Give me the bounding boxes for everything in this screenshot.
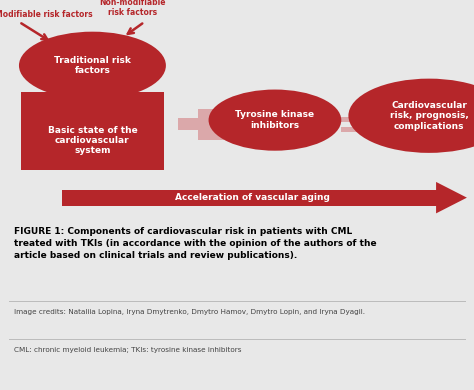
Text: Modifiable risk factors: Modifiable risk factors — [0, 10, 93, 19]
FancyBboxPatch shape — [341, 127, 379, 132]
Text: Cardiovascular
risk, prognosis,
complications: Cardiovascular risk, prognosis, complica… — [390, 101, 468, 131]
Text: Acceleration of vascular aging: Acceleration of vascular aging — [175, 193, 330, 202]
FancyBboxPatch shape — [21, 92, 164, 170]
FancyBboxPatch shape — [198, 109, 224, 140]
FancyBboxPatch shape — [62, 190, 438, 206]
Circle shape — [348, 79, 474, 153]
FancyBboxPatch shape — [341, 117, 379, 122]
Circle shape — [209, 90, 341, 151]
Text: Basic state of the
cardiovascular
system: Basic state of the cardiovascular system — [47, 126, 137, 155]
Text: Image credits: Nataliia Lopina, Iryna Dmytrenko, Dmytro Hamov, Dmytro Lopin, and: Image credits: Nataliia Lopina, Iryna Dm… — [14, 309, 365, 316]
Polygon shape — [436, 182, 467, 213]
Text: FIGURE 1: Components of cardiovascular risk in patients with CML
treated with TK: FIGURE 1: Components of cardiovascular r… — [14, 227, 377, 260]
Text: CML: chronic myeloid leukemia; TKIs: tyrosine kinase inhibitors: CML: chronic myeloid leukemia; TKIs: tyr… — [14, 347, 242, 353]
FancyBboxPatch shape — [178, 119, 244, 131]
Text: Traditional risk
factors: Traditional risk factors — [54, 56, 131, 75]
Circle shape — [19, 32, 166, 99]
Text: Tyrosine kinase
inhibitors: Tyrosine kinase inhibitors — [236, 110, 314, 130]
Text: Non-modifiable
risk factors: Non-modifiable risk factors — [100, 0, 166, 18]
